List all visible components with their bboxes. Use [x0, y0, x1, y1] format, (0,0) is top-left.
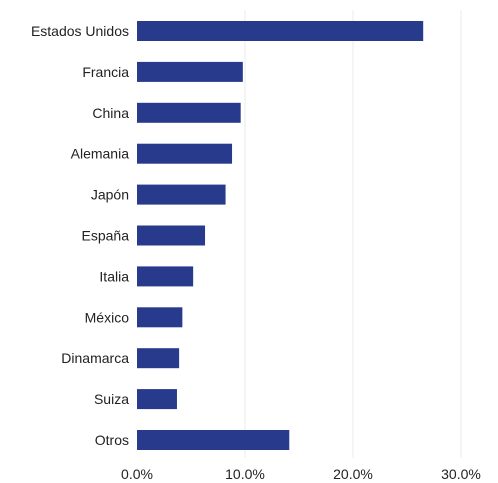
bar-10: [137, 430, 290, 450]
bar-2: [137, 102, 241, 123]
category-label-0: Estados Unidos: [31, 23, 129, 39]
bar-7: [137, 307, 183, 328]
category-label-1: Francia: [82, 64, 129, 80]
bar-3: [137, 143, 233, 164]
category-label-10: Otros: [95, 432, 129, 448]
category-label-3: Alemania: [71, 146, 130, 162]
category-labels: Estados Unidos Francia China Alemania Japón E…: [31, 23, 129, 448]
bar-layer: [137, 21, 424, 450]
x-tick-label-1: 10.0%: [225, 466, 265, 482]
x-tick-label-0: 0.0%: [121, 466, 153, 482]
category-label-9: Suiza: [94, 391, 129, 407]
x-axis-ticks: 0.0% 10.0% 20.0% 30.0%: [121, 466, 481, 482]
x-tick-label-3: 30.0%: [441, 466, 481, 482]
bar-1: [137, 61, 243, 82]
bar-9: [137, 389, 177, 410]
category-label-6: Italia: [99, 268, 129, 284]
bar-4: [137, 184, 226, 205]
grid-layer: [244, 10, 462, 458]
category-label-2: China: [92, 105, 129, 121]
category-label-7: México: [85, 309, 130, 325]
bar-6: [137, 266, 194, 287]
bar-0: [137, 21, 424, 41]
bar-5: [137, 225, 206, 246]
category-label-4: Japón: [91, 187, 129, 203]
category-label-8: Dinamarca: [61, 350, 129, 366]
bar-8: [137, 348, 180, 369]
x-tick-label-2: 20.0%: [333, 466, 373, 482]
category-label-5: España: [82, 228, 130, 244]
